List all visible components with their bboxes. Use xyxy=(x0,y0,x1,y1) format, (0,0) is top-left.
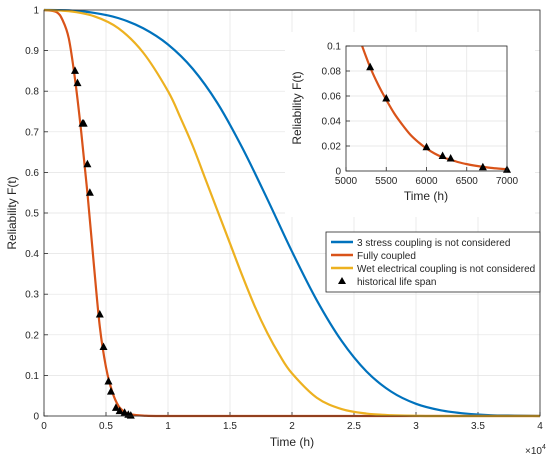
main-y-tick-label: 0 xyxy=(33,412,39,423)
main-y-tick-label: 0.4 xyxy=(25,249,39,260)
main-y-tick-labels: 0 0.1 0.2 0.3 0.4 0.5 0.6 0.7 0.8 0.9 1 xyxy=(25,6,39,423)
inset-x-tick-label: 5000 xyxy=(335,176,358,187)
inset-y-tick-label: 0.04 xyxy=(322,117,342,128)
main-x-tick-labels: 0 0.5 1 1.5 2 2.5 3 3.5 4 xyxy=(41,421,543,432)
main-y-tick-label: 1 xyxy=(33,6,39,17)
inset-y-tick-label: 0 xyxy=(335,167,341,178)
inset-y-tick-label: 0.08 xyxy=(322,67,342,78)
main-x-tick-label: 0 xyxy=(41,421,47,432)
main-x-tick-label: 4 xyxy=(537,421,543,432)
inset-x-axis-label: Time (h) xyxy=(404,189,448,203)
main-y-tick-label: 0.7 xyxy=(25,127,39,138)
main-x-tick-label: 1.5 xyxy=(223,421,237,432)
legend-label-markers: historical life span xyxy=(357,277,436,288)
main-x-tick-label: 0.5 xyxy=(99,421,113,432)
main-x-axis-label: Time (h) xyxy=(270,435,314,449)
inset-marker-point xyxy=(366,62,375,71)
main-marker-point xyxy=(99,342,108,350)
main-marker-point xyxy=(106,387,115,395)
main-y-tick-label: 0.8 xyxy=(25,87,39,98)
main-marker-point xyxy=(71,66,79,74)
inset-y-tick-label: 0.1 xyxy=(327,42,341,53)
main-marker-point xyxy=(115,406,124,415)
inset-x-tick-labels: 5000 5500 6000 6500 7000 xyxy=(335,176,519,187)
inset-marker-point xyxy=(438,151,447,159)
main-series-line-2 xyxy=(43,8,541,418)
inset-x-tick-label: 5500 xyxy=(375,176,398,187)
inset-y-axis-label: Reliability F(t) xyxy=(290,71,304,144)
main-x-tick-label: 3 xyxy=(413,421,419,432)
main-marker-point xyxy=(83,159,92,168)
legend-label-yellow: Wet electrical coupling is not considere… xyxy=(357,264,535,275)
inset-x-tick-label: 6500 xyxy=(456,176,479,187)
inset-y-tick-label: 0.06 xyxy=(322,92,342,103)
main-y-tick-label: 0.2 xyxy=(25,330,39,341)
main-y-tick-label: 0.5 xyxy=(25,209,39,220)
inset-marker-point xyxy=(382,94,391,102)
main-x-multiplier-exp: 4 xyxy=(542,444,546,451)
inset-marker-point xyxy=(478,162,487,171)
legend-label-orange: Fully coupled xyxy=(357,251,416,262)
main-x-multiplier: ×104 xyxy=(525,444,546,457)
main-x-tick-label: 3.5 xyxy=(471,421,485,432)
inset-plot-frame xyxy=(345,45,508,172)
inset-marker-point xyxy=(446,154,455,162)
main-y-tick-label: 0.6 xyxy=(25,168,39,179)
main-x-multiplier-base: ×10 xyxy=(525,446,542,457)
main-y-tick-label: 0.3 xyxy=(25,290,39,301)
inset-x-tick-label: 7000 xyxy=(496,176,519,187)
main-x-tick-label: 1 xyxy=(165,421,171,432)
main-marker-point xyxy=(85,188,94,196)
inset-plot: 5000 5500 6000 6500 7000 0 0.02 0.04 0.06 0.08 0.… xyxy=(285,32,535,217)
main-marker-point xyxy=(104,376,113,385)
inset-x-tick-label: 6000 xyxy=(415,176,438,187)
main-x-tick-label: 2 xyxy=(289,421,295,432)
inset-y-tick-label: 0.02 xyxy=(322,142,342,153)
main-y-axis-label: Reliability F(t) xyxy=(5,176,19,249)
main-series-line-0 xyxy=(43,8,541,418)
legend: 3 stress coupling is not considered Full… xyxy=(325,231,541,293)
main-marker-point xyxy=(111,403,120,411)
main-marker-point xyxy=(95,310,104,318)
main-x-tick-label: 2.5 xyxy=(347,421,361,432)
main-marker-point xyxy=(73,78,82,87)
legend-label-blue: 3 stress coupling is not considered xyxy=(357,238,510,249)
legend-marker-triangle xyxy=(338,277,346,284)
inset-y-tick-labels: 0 0.02 0.04 0.06 0.08 0.1 xyxy=(322,42,342,178)
main-y-tick-label: 0.1 xyxy=(25,371,39,382)
inset-marker-layer xyxy=(366,62,511,173)
main-y-tick-label: 0.9 xyxy=(25,46,39,57)
legend-box xyxy=(325,231,541,293)
main-marker-point xyxy=(126,411,135,419)
main-marker-point xyxy=(79,119,88,127)
inset-marker-point xyxy=(422,142,431,151)
main-plot-frame xyxy=(43,9,541,417)
